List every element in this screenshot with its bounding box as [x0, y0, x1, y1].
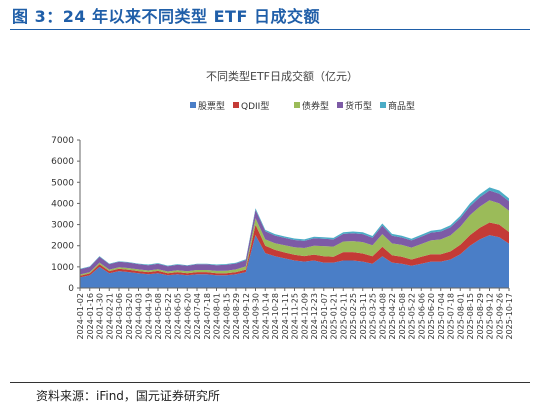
x-tick-label-43: 2025-09-26 — [495, 293, 504, 340]
x-tick-label-2: 2024-01-30 — [96, 293, 105, 340]
legend-label-1: QDII型 — [241, 101, 269, 112]
source-note: 资料来源：iFind，国元证券研究所 — [36, 389, 220, 403]
x-tick-label-27: 2025-02-11 — [339, 293, 348, 340]
x-tick-label-42: 2025-09-12 — [486, 293, 495, 340]
source-divider — [10, 382, 530, 383]
area-series-0 — [80, 235, 509, 288]
x-tick-label-11: 2024-06-20 — [183, 293, 192, 340]
x-tick-label-28: 2025-02-25 — [349, 293, 358, 340]
x-tick-label-36: 2025-06-20 — [427, 293, 436, 340]
area-series-1 — [80, 222, 509, 278]
x-tick-label-18: 2024-09-30 — [252, 293, 261, 340]
x-tick-label-16: 2024-08-29 — [232, 293, 241, 340]
x-tick-label-9: 2024-05-22 — [164, 293, 173, 340]
x-tick-label-8: 2024-05-08 — [154, 293, 163, 340]
x-tick-label-7: 2024-04-19 — [144, 293, 153, 340]
x-tick-label-31: 2025-04-08 — [378, 293, 387, 340]
legend-swatch-2 — [294, 102, 300, 108]
legend-swatch-1 — [233, 102, 239, 108]
y-tick-label-3: 3000 — [51, 221, 74, 231]
x-tick-label-21: 2024-11-11 — [281, 293, 290, 340]
legend-label-4: 商品型 — [388, 100, 415, 112]
x-tick-label-10: 2024-06-05 — [174, 293, 183, 340]
x-tick-label-14: 2024-08-01 — [213, 293, 222, 340]
x-tick-label-3: 2024-02-21 — [105, 293, 114, 340]
x-tick-label-22: 2024-11-25 — [291, 293, 300, 340]
y-tick-label-6: 6000 — [51, 157, 74, 167]
y-tick-label-4: 4000 — [51, 199, 74, 209]
title-divider — [10, 29, 530, 30]
x-tick-label-0: 2024-01-02 — [76, 293, 85, 340]
y-tick-label-2: 2000 — [51, 242, 74, 252]
x-tick-label-44: 2025-10-17 — [505, 293, 514, 340]
x-tick-label-24: 2024-12-23 — [310, 293, 319, 340]
legend-label-0: 股票型 — [198, 101, 225, 112]
y-tick-label-5: 5000 — [51, 178, 74, 188]
x-tick-label-6: 2024-04-03 — [135, 293, 144, 340]
x-tick-label-41: 2025-08-29 — [476, 293, 485, 340]
x-tick-label-19: 2024-10-14 — [261, 293, 270, 340]
x-tick-label-4: 2024-03-06 — [115, 293, 124, 340]
x-tick-label-38: 2025-07-18 — [447, 293, 456, 340]
x-tick-label-40: 2025-08-15 — [466, 293, 475, 340]
x-tick-label-37: 2025-07-04 — [437, 293, 446, 340]
x-tick-label-20: 2024-10-28 — [271, 293, 280, 340]
x-tick-label-12: 2024-07-04 — [193, 293, 202, 340]
x-tick-label-35: 2025-06-06 — [417, 293, 426, 340]
x-tick-label-34: 2025-05-22 — [408, 293, 417, 340]
y-tick-label-7: 7000 — [51, 136, 74, 146]
legend-swatch-0 — [190, 102, 196, 108]
x-tick-label-29: 2025-03-11 — [359, 293, 368, 340]
y-tick-label-1: 1000 — [51, 263, 74, 273]
x-tick-label-15: 2024-08-15 — [222, 293, 231, 340]
y-tick-label-0: 0 — [68, 284, 74, 294]
x-tick-label-30: 2025-03-25 — [369, 293, 378, 340]
legend-label-3: 货币型 — [345, 100, 372, 112]
legend-label-2: 债券型 — [302, 100, 329, 112]
x-tick-label-33: 2025-05-08 — [398, 293, 407, 340]
x-tick-label-26: 2025-01-21 — [330, 293, 339, 340]
x-tick-label-17: 2024-09-12 — [242, 293, 251, 340]
chart-title: 不同类型ETF日成交额（亿元） — [206, 69, 358, 83]
x-tick-label-39: 2025-08-01 — [456, 293, 465, 340]
x-tick-label-25: 2025-01-07 — [320, 293, 329, 340]
x-tick-label-13: 2024-07-18 — [203, 293, 212, 340]
chart: 不同类型ETF日成交额（亿元） 股票型 QDII型 债券型 货币型 商品型 0 1000 200… — [51, 69, 514, 340]
x-tick-label-1: 2024-01-16 — [86, 293, 95, 340]
area-series-2 — [80, 200, 509, 276]
legend-swatch-3 — [337, 102, 343, 108]
figure-title: 图 3：24 年以来不同类型 ETF 日成交额 — [12, 7, 320, 26]
x-tick-label-23: 2024-12-09 — [300, 293, 309, 340]
x-tick-label-5: 2024-03-20 — [125, 293, 134, 340]
legend-swatch-4 — [380, 102, 386, 108]
x-tick-label-32: 2025-04-22 — [388, 293, 397, 340]
area-series-3 — [80, 190, 509, 275]
